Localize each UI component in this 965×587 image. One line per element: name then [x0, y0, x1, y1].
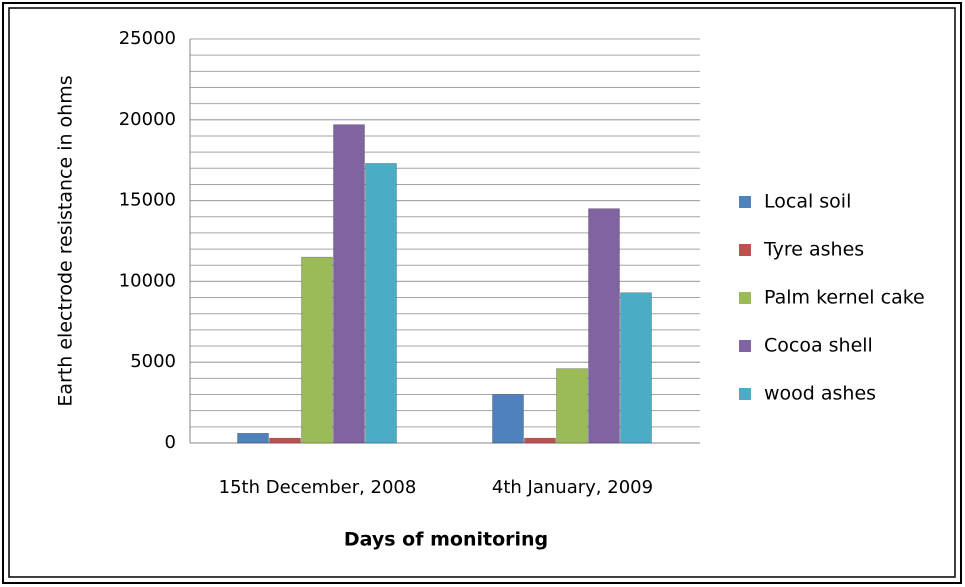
x-axis-title: Days of monitoring — [344, 529, 548, 551]
bar — [301, 256, 333, 444]
bar — [492, 394, 524, 444]
x-tick-label: 4th January, 2009 — [492, 477, 653, 498]
y-tick-label: 20000 — [119, 109, 176, 130]
y-tick-label: 5000 — [130, 351, 176, 372]
y-axis-title: Earth electrode resistance in ohms — [55, 75, 77, 406]
bar — [333, 124, 365, 444]
y-tick-label: 25000 — [119, 28, 176, 49]
bar — [269, 437, 301, 444]
legend-label: Palm kernel cake — [764, 287, 925, 309]
x-tick-label: 15th December, 2008 — [219, 477, 417, 498]
legend-swatch — [739, 340, 751, 352]
bar — [620, 292, 652, 444]
legend-label: Local soil — [764, 191, 851, 213]
y-tick-label: 0 — [165, 432, 176, 453]
y-tick-label: 10000 — [119, 270, 176, 291]
bar — [588, 208, 620, 444]
legend-swatch — [739, 292, 751, 304]
bar — [365, 163, 397, 444]
legend-label: Tyre ashes — [763, 239, 864, 261]
bar — [524, 437, 556, 444]
inner-frame — [8, 7, 956, 578]
bar — [556, 368, 588, 444]
y-tick-label: 15000 — [119, 190, 176, 211]
legend-label: wood ashes — [764, 383, 876, 405]
legend-swatch — [739, 196, 751, 208]
legend-swatch — [739, 244, 751, 256]
bar — [237, 433, 269, 444]
legend-label: Cocoa shell — [764, 335, 873, 357]
legend-swatch — [739, 388, 751, 400]
